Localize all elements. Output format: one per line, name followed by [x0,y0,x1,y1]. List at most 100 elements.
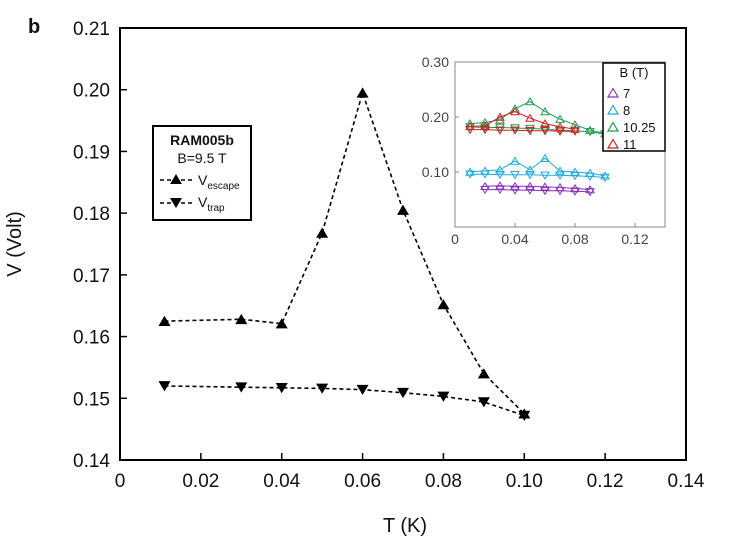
data-point-V_escape [158,315,171,326]
inset-point-10.25-down [585,128,595,137]
inset-point-11-up [540,119,550,128]
inset-point-7-up [525,181,535,190]
data-point-V_escape [275,318,288,329]
data-point-V_trap [518,410,531,421]
main-y-axis-label: V (Volt) [4,211,26,277]
inset-point-7-down [540,187,550,196]
inset-point-8-down [540,171,550,180]
inset-line-8-up [469,157,606,177]
data-point-V_trap [437,391,450,402]
inset-y-ticks: 0.10 0.20 0.30 [422,54,459,180]
inset-legend-title: B (T) [620,65,649,80]
inset-x-tick-label: 0.04 [501,231,528,247]
main-plot-frame [119,27,687,461]
inset-point-10.25-up [525,97,535,106]
inset-point-10.25-up [585,125,595,134]
inset-point-8-down [495,171,505,180]
inset-y-tick-label: 0.10 [422,164,449,180]
inset-x-ticks: 0 0.04 0.08 0.12 [451,223,649,247]
inset-point-7-down [480,185,490,195]
inset-x-tick-label: 0.08 [561,231,588,247]
inset-point-7-up [495,181,505,190]
main-x-tick-label: 0.12 [587,471,624,492]
legend-escape-marker [170,174,182,184]
legend-trap-main: V [198,194,208,210]
inset-legend-marker-11 [606,138,620,149]
main-y-tick-label: 0.17 [73,266,110,287]
inset-point-11-up [525,113,535,122]
data-point-V_trap [356,384,369,396]
inset-point-8-up [525,165,535,174]
inset-point-11-up [555,122,565,131]
inset-point-10.25-down [495,123,505,133]
inset-point-7-down [570,187,580,196]
data-point-V_escape [316,227,329,238]
inset-point-7-up [540,182,550,191]
inset-point-11-up [510,106,520,116]
inset-point-7-down [585,188,595,197]
inset-point-8-up [465,167,475,176]
inset-point-7-up [510,181,520,190]
inset-point-11-up [570,124,580,133]
inset-point-8-up [540,153,550,162]
inset-point-11-up [480,121,490,130]
inset-point-10.25-down [480,123,490,133]
main-x-tick-label: 0.08 [425,471,462,492]
data-point-V_escape [437,299,450,310]
data-point-V_trap [275,382,288,394]
inset-y-tick-label: 0.30 [422,54,449,70]
inset-legend-label: 10.25 [623,120,656,135]
inset-point-10.25-down [525,124,535,134]
data-point-V_trap [477,397,490,408]
inset-point-10.25-up [495,115,505,124]
inset-legend-marker-10.25 [606,121,620,132]
inset-point-8-down [600,173,610,183]
inset-legend-marker-7 [606,87,620,98]
inset-point-8-up [570,167,580,176]
inset-point-8-up [600,171,610,180]
inset-point-11-down [495,126,505,135]
data-point-V_trap [397,387,409,399]
legend-escape-main: V [198,172,208,188]
main-y-tick-label: 0.21 [73,19,110,40]
inset-point-11-down [525,127,535,136]
data-point-V_escape [235,313,248,325]
inset-point-8-up [495,165,505,174]
inset-point-11-down [540,127,550,136]
inset-legend-label: 8 [623,103,630,118]
main-y-tick-label: 0.14 [73,451,110,472]
inset-x-tick-label: 0 [451,231,459,247]
inset-point-8-down [465,170,475,179]
inset-legend-label: 7 [623,86,630,101]
inset-point-7-down [525,186,535,195]
main-legend: RAM005b B=9.5 T Vescape Vtrap [152,125,252,221]
data-point-V_escape [356,87,369,98]
legend-trap-label: Vtrap [198,194,225,214]
main-x-tick-label: 0.02 [182,471,219,492]
inset-point-8-down [570,172,580,181]
main-x-tick-label: 0.14 [668,471,705,492]
legend-escape-label: Vescape [198,172,240,192]
inset-point-11-down [480,125,490,135]
main-series [158,87,531,421]
legend-trap-sub: trap [207,203,225,214]
inset-point-8-down [510,171,520,180]
inset-legend-entries: 7 8 10.25 11 [606,86,656,152]
main-y-tick-label: 0.19 [73,142,110,163]
series-line-V_trap [164,385,525,417]
legend-trap-marker [170,198,182,208]
inset-plot: 0 0.04 0.08 0.12 0.10 0.20 0.30 B (T) 7 8 10.25… [422,54,666,247]
inset-point-10.25-up [540,106,550,116]
main-x-tick-label: 0.10 [506,471,543,492]
inset-y-tick-label: 0.20 [422,109,449,125]
inset-point-10.25-down [510,124,520,133]
inset-point-7-down [555,187,565,196]
inset-point-7-down [510,186,520,195]
inset-point-8-down [585,172,595,181]
main-y-tick-label: 0.20 [73,81,110,102]
inset-point-8-down [525,171,535,180]
inset-point-10.25-down [540,125,550,134]
inset-legend: B (T) 7 8 10.25 11 [602,62,666,152]
inset-point-11-down [510,126,520,135]
